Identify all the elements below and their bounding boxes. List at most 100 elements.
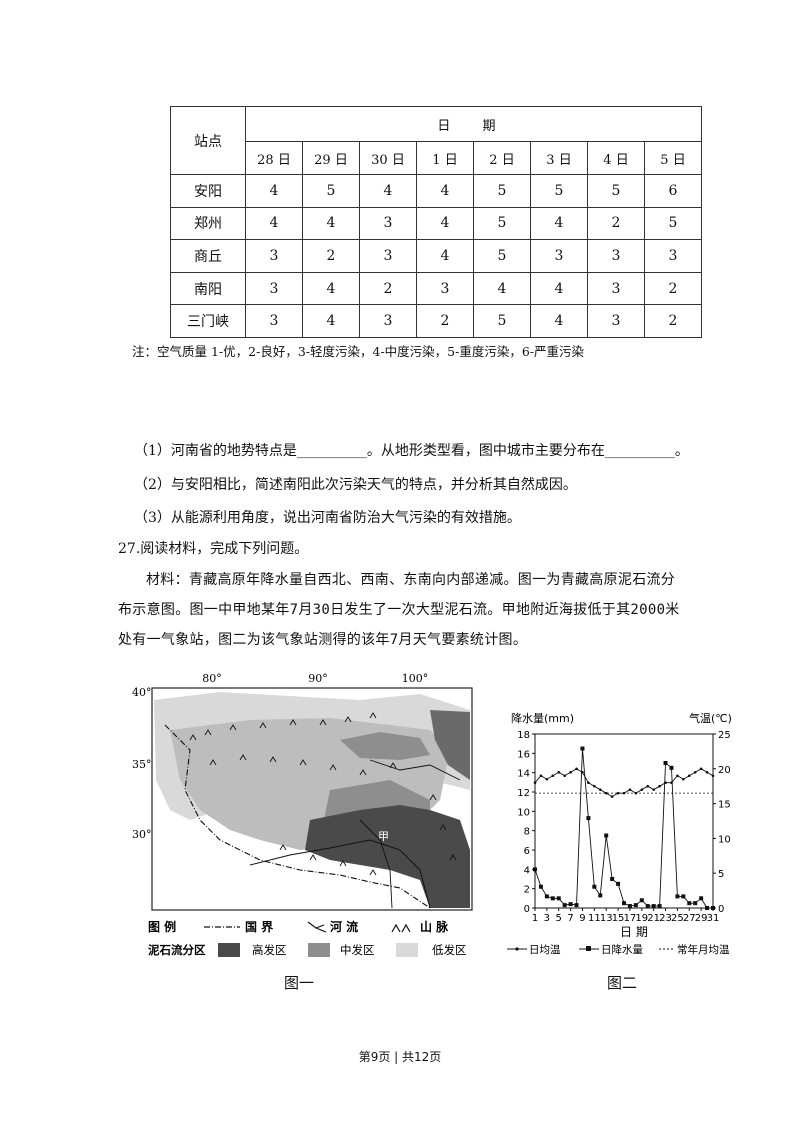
precip-point [639, 898, 644, 903]
value-cell: 5 [473, 206, 531, 241]
y-right-tick-label: 0 [718, 904, 724, 915]
temp-point [616, 791, 620, 795]
climate-chart: 降水量(mm) 气温(℃) 日 期 0246810121416180510152… [507, 711, 732, 956]
figure-2-caption: 图二 [607, 974, 638, 992]
temp-point [539, 774, 543, 778]
value-cell: 4 [302, 206, 360, 241]
value-cell: 5 [587, 174, 645, 208]
date-cell: 29 日 [302, 141, 360, 175]
value-cell: 4 [302, 304, 360, 338]
date-cell: 4 日 [587, 141, 645, 175]
value-cell: 3 [359, 304, 417, 338]
legend-mountain-label: 山 脉 [420, 919, 449, 934]
temp-point [587, 781, 590, 785]
legend-low-swatch [396, 943, 418, 957]
legend-series-temp: 日均温 [529, 944, 561, 956]
value-cell: 4 [416, 206, 474, 241]
temp-point [604, 791, 608, 795]
value-cell: 3 [587, 304, 645, 338]
precip-point [544, 894, 549, 899]
y-left-tick-label: 18 [517, 730, 530, 741]
legend-series-mean: 常年月均温 [677, 943, 730, 956]
legend-title: 图 例 [148, 919, 176, 934]
question-1: （1）河南省的地势特点是__________。从地形类型看，图中城市主要分布在_… [134, 443, 689, 459]
temp-point [646, 784, 650, 788]
temp-point [634, 791, 638, 795]
question-2: （2）与安阳相比，简述南阳此次污染天气的特点，并分析其自然成因。 [134, 477, 577, 493]
temp-point [676, 774, 679, 778]
x-tick-label: 31 [707, 913, 720, 924]
value-cell: 4 [530, 304, 588, 338]
material-text: 材料：青藏高原年降水量自西北、西南、东南向内部递减。图一为青藏高原泥石流分布示意… [118, 572, 680, 648]
temp-point [705, 770, 709, 774]
legend-river-label: 河 流 [329, 919, 358, 934]
legend-high-swatch [218, 943, 240, 957]
value-cell: 2 [587, 206, 645, 241]
temp-point [628, 788, 632, 791]
precip-point [568, 902, 573, 907]
precip-point [651, 904, 656, 909]
temp-point [658, 784, 661, 788]
x-tick-label: 17 [624, 913, 637, 924]
date-cell: 2 日 [473, 141, 531, 175]
series-precip-line [534, 748, 713, 909]
temp-point [598, 788, 602, 791]
temp-point [533, 781, 537, 785]
legend-high-label: 高发区 [252, 943, 287, 957]
y-left-tick-label: 6 [524, 846, 530, 857]
precip-point [556, 896, 561, 901]
temp-point [693, 770, 697, 774]
y-right-tick-label: 10 [718, 834, 731, 845]
chart-legend: 日均温 日降水量 常年月均温 [507, 943, 730, 956]
precip-point [562, 903, 567, 908]
station-cell: 南阳 [170, 271, 246, 306]
value-cell: 4 [416, 239, 474, 273]
value-cell: 4 [302, 271, 360, 306]
value-cell: 2 [416, 304, 474, 338]
y-right-tick-label: 5 [718, 869, 724, 880]
precip-point [669, 765, 674, 770]
value-cell: 3 [587, 239, 645, 273]
precip-point [681, 894, 686, 899]
lon-label: 100° [402, 672, 429, 685]
river [359, 819, 393, 909]
precip-point [580, 746, 585, 751]
station-cell: 三门峡 [170, 304, 246, 338]
value-cell: 5 [644, 206, 702, 241]
x-tick-label: 9 [579, 913, 585, 924]
value-cell: 5 [530, 174, 588, 208]
precip-point [687, 901, 692, 906]
value-cell: 3 [359, 206, 417, 241]
precip-point [574, 903, 579, 908]
precip-point [610, 877, 615, 881]
y-right-label: 气温(℃) [689, 711, 732, 725]
precip-point [633, 903, 638, 908]
river [369, 759, 461, 781]
y-left-tick-label: 8 [524, 827, 530, 838]
question-3: （3）从能源利用角度，说出河南省防治大气污染的有效措施。 [134, 510, 521, 526]
debris-flow-map: 80° 90° 100° 40° 35° 30° 甲 图 例 国 界 河 流 山… [132, 672, 473, 957]
high-zone [305, 805, 470, 908]
precip-point [604, 833, 609, 838]
temp-point [699, 767, 703, 771]
page-footer: 第9页 | 共12页 [358, 1050, 442, 1064]
legend-mid-swatch [308, 943, 330, 957]
x-tick-label: 7 [567, 913, 573, 924]
temp-point [610, 795, 614, 798]
value-cell: 4 [416, 174, 474, 208]
precip-point [657, 904, 662, 909]
precip-point [616, 881, 621, 886]
value-cell: 4 [245, 174, 303, 208]
table-row: 三门峡 3 4 3 2 5 4 3 2 [170, 304, 702, 338]
x-tick-label: 23 [659, 913, 672, 924]
date-cell: 3 日 [530, 141, 588, 175]
precip-point [699, 896, 704, 901]
temp-point [563, 774, 566, 778]
table-row: 南阳 3 4 2 3 4 4 3 2 [170, 271, 702, 306]
station-cell: 郑州 [170, 206, 246, 241]
y-left-tick-label: 10 [517, 807, 530, 818]
precip-point [711, 906, 715, 910]
x-tick-label: 13 [600, 913, 613, 924]
y-right-tick-label: 15 [718, 800, 731, 811]
temp-point [569, 770, 572, 774]
